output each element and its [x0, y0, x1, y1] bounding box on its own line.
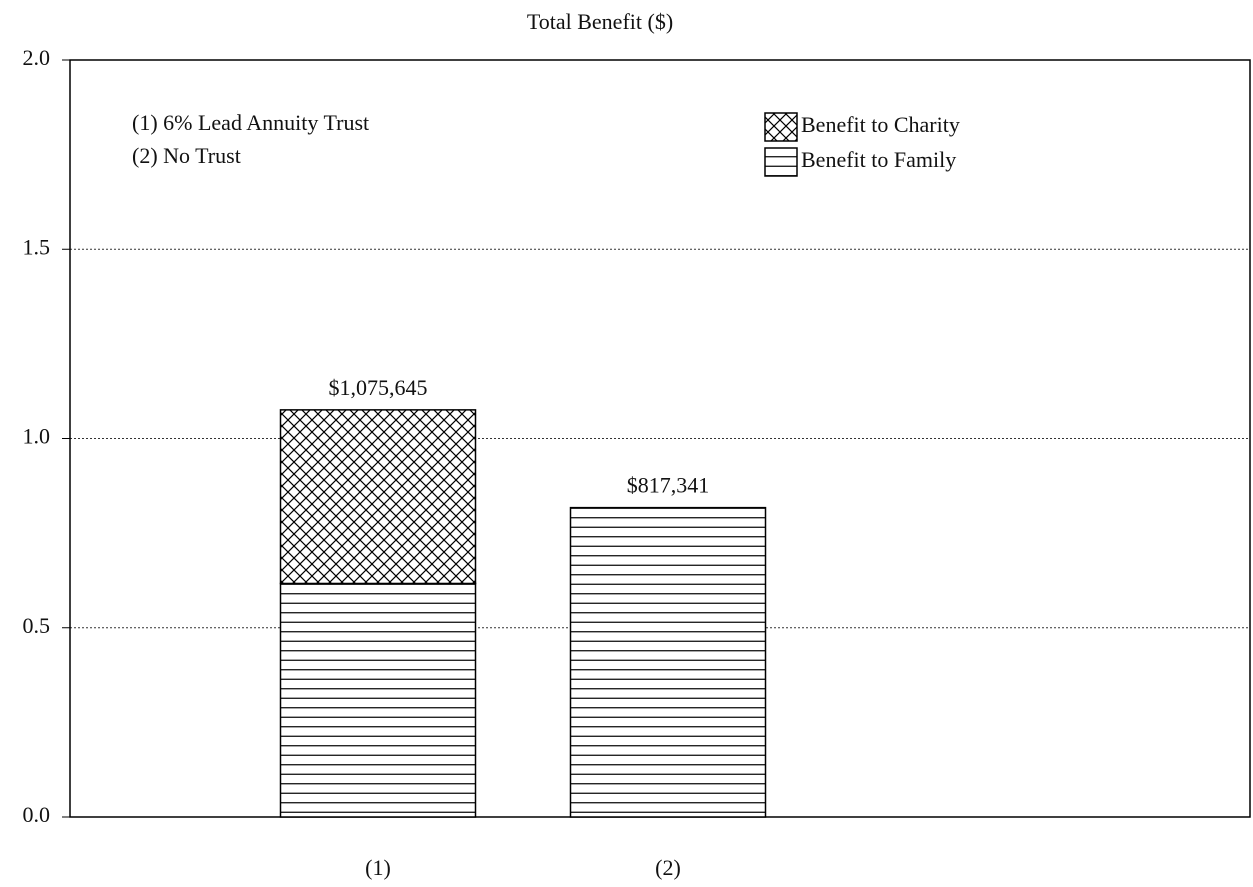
y-tick-label: 1.0: [23, 424, 51, 449]
bar-segment: [279, 409, 477, 585]
y-tick-label: 1.5: [23, 234, 51, 259]
x-tick-label: (1): [365, 855, 391, 880]
chart-title: Total Benefit ($): [527, 9, 673, 34]
y-tick-label: 0.0: [23, 802, 51, 827]
legend-label: Benefit to Family: [801, 147, 956, 172]
bar-segment: [569, 506, 767, 818]
legend-label: Benefit to Charity: [801, 112, 960, 137]
total-label: $817,341: [627, 473, 710, 498]
annotation: (1) 6% Lead Annuity Trust: [132, 110, 369, 135]
bar-segment: [279, 582, 477, 818]
annotation: (2) No Trust: [132, 143, 241, 168]
legend-swatch: [764, 112, 798, 142]
y-tick-label: 2.0: [23, 45, 51, 70]
y-tick-label: 0.5: [23, 613, 51, 638]
total-label: $1,075,645: [329, 375, 428, 400]
legend-swatch: [764, 147, 798, 177]
x-tick-label: (2): [655, 855, 681, 880]
